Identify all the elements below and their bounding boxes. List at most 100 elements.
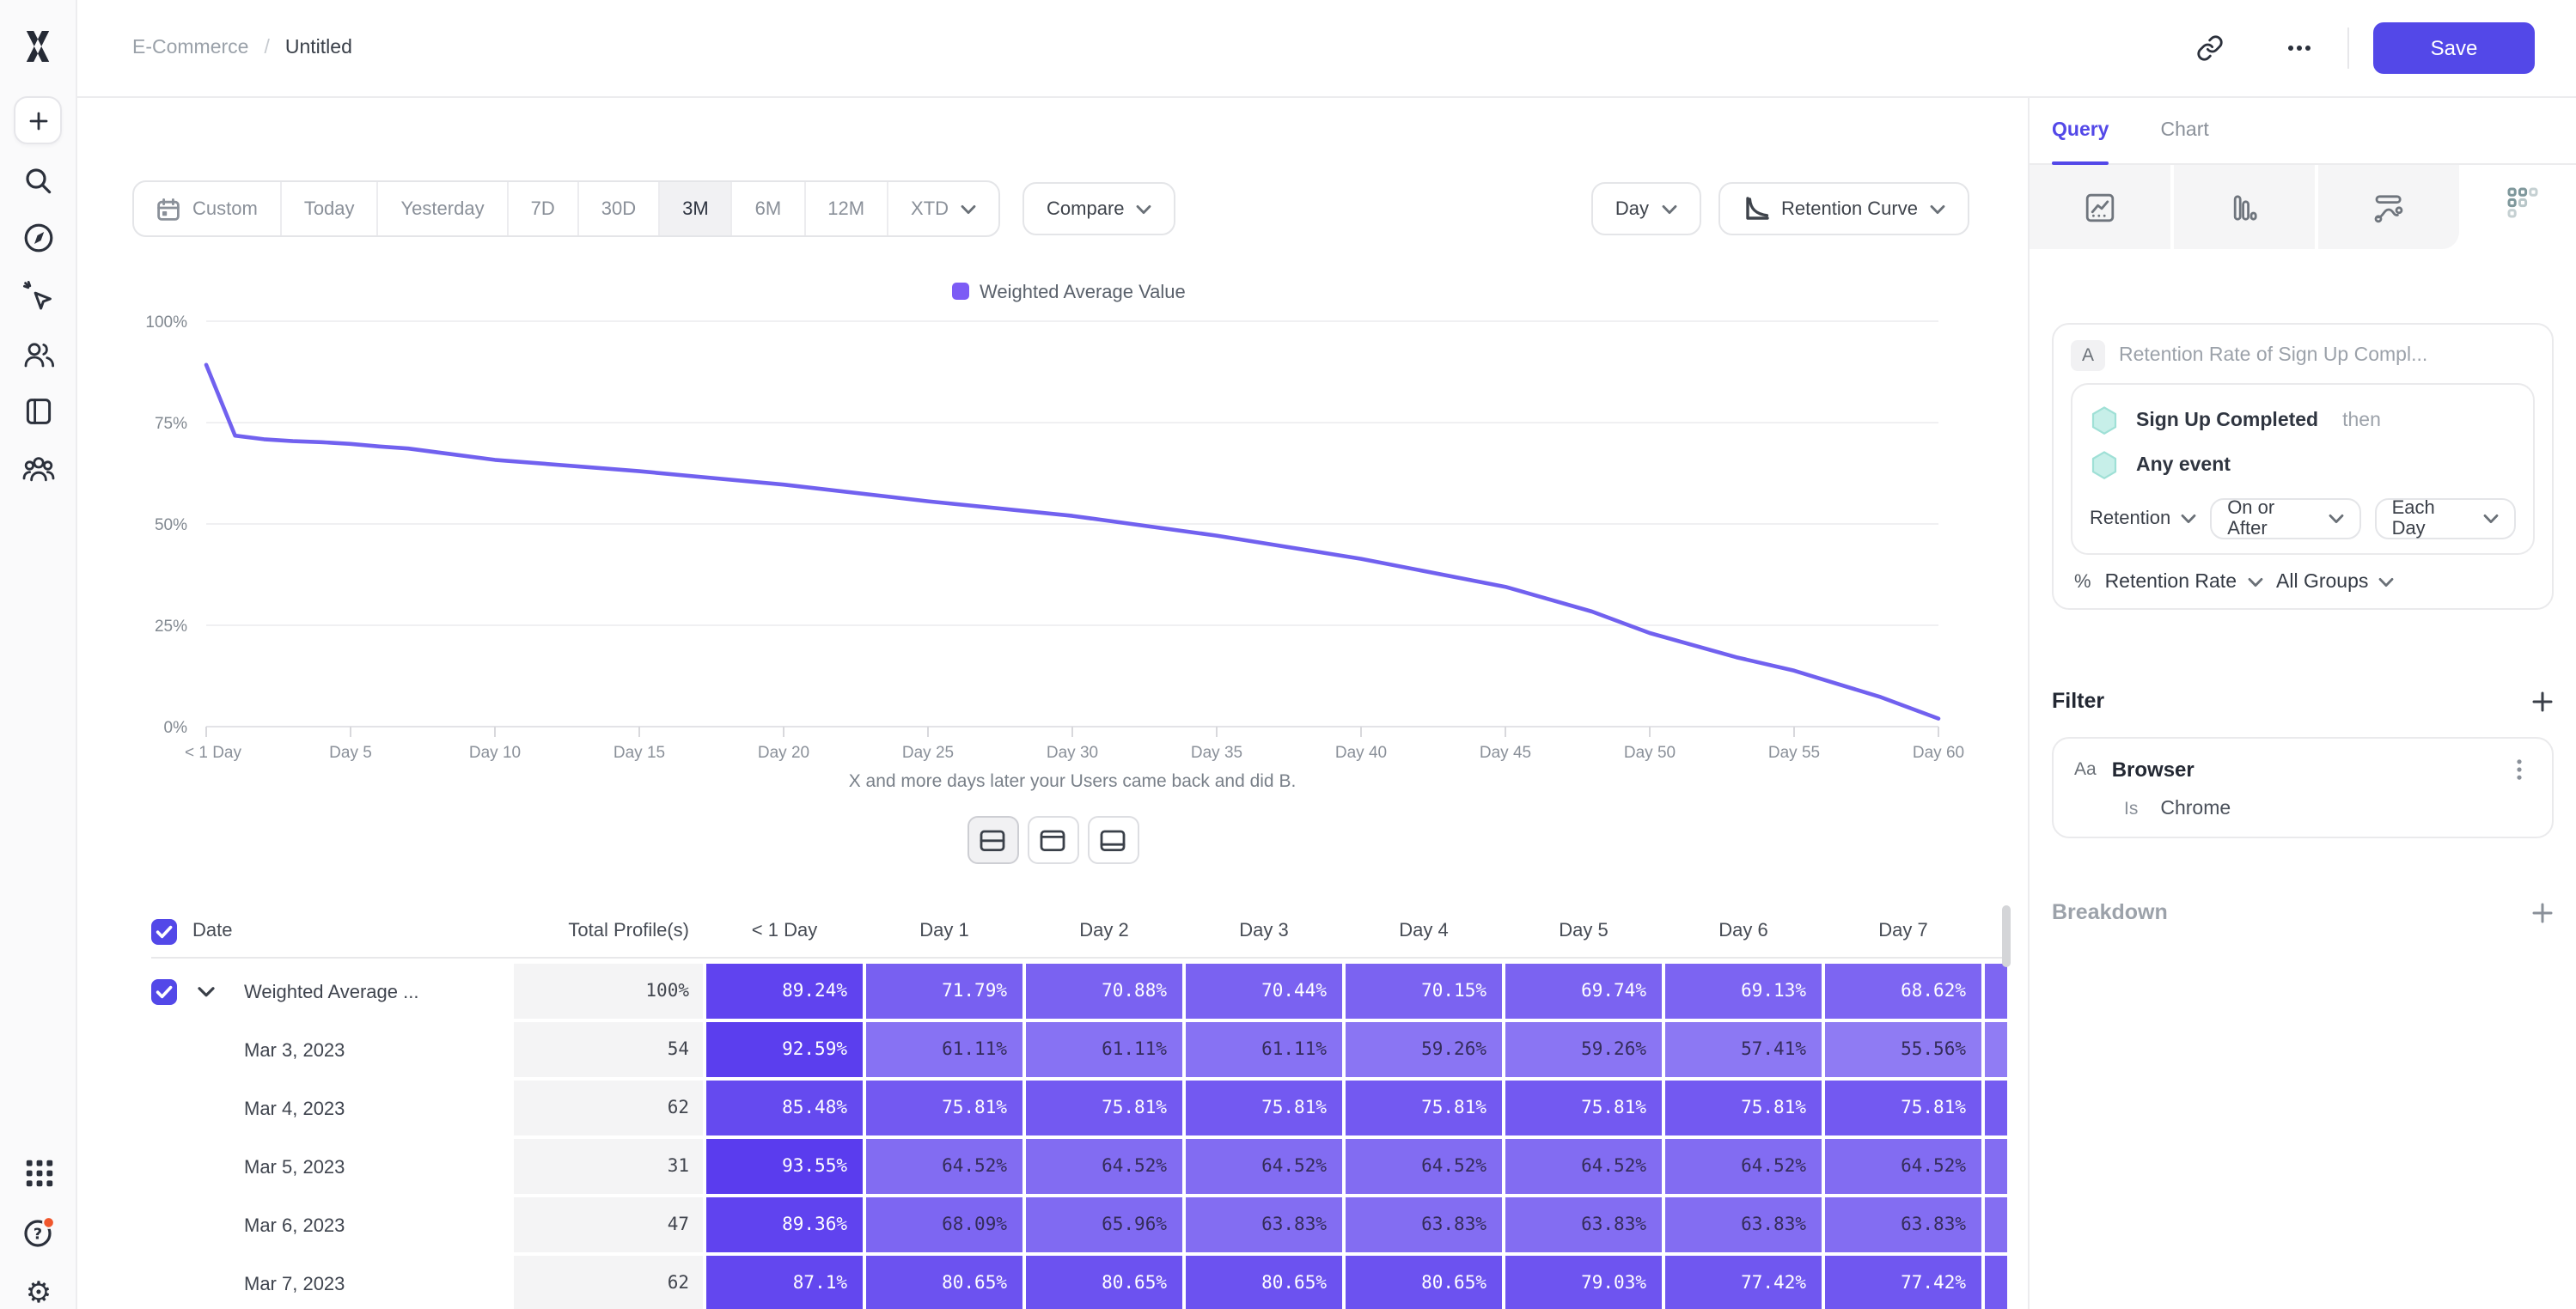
table-scrollbar-thumb[interactable] [2002, 905, 2011, 967]
retention-cell: 80.65% [866, 1256, 1022, 1309]
each-day-dropdown[interactable]: Each Day [2374, 498, 2516, 539]
event-hexagon-icon [2090, 405, 2119, 436]
legend-label[interactable]: Weighted Average Value [980, 281, 1186, 302]
second-event-name[interactable]: Any event [2136, 455, 2231, 476]
toggle-split-horizontal[interactable] [967, 816, 1018, 864]
table-row: Mar 4, 2023 62 85.48% 75.81% 75.81% 75.81% 75.… [151, 1081, 2007, 1135]
sidebar-item-apps-grid[interactable] [22, 1156, 55, 1189]
table-header-day: Day 7 [1825, 921, 1981, 941]
range-xtd[interactable]: XTD [888, 182, 998, 235]
tab-retention-grid[interactable] [2507, 187, 2538, 227]
retention-cell: 80.65% [1346, 1256, 1502, 1309]
line-chart-icon [2083, 190, 2117, 224]
sidebar-item-search[interactable] [22, 165, 55, 198]
retention-table: Date Total Profile(s) < 1 Day Day 1 Day 2 Day… [151, 905, 2007, 1309]
row-controls [151, 1081, 241, 1135]
retention-cell: 75.81% [1665, 1081, 1822, 1135]
tab-chart[interactable]: Chart [2160, 120, 2209, 141]
range-7d[interactable]: 7D [509, 182, 579, 235]
app-logo-icon[interactable] [21, 29, 55, 64]
tab-line-chart[interactable] [2030, 165, 2174, 249]
filter-operator[interactable]: Is [2124, 799, 2139, 819]
new-report-button[interactable] [14, 96, 62, 144]
range-3m[interactable]: 3M [660, 182, 733, 235]
retention-cell: 63.83% [1505, 1197, 1662, 1252]
share-link-button[interactable] [2186, 24, 2234, 72]
granularity-dropdown[interactable]: Day [1590, 182, 1700, 235]
date-cell: Mar 3, 2023 [244, 1034, 510, 1065]
range-today[interactable]: Today [282, 182, 379, 235]
sidebar-item-compass[interactable] [22, 222, 55, 255]
range-custom[interactable]: Custom [134, 182, 282, 235]
table-row: Mar 7, 2023 62 87.1% 80.65% 80.65% 80.65% 80.6… [151, 1256, 2007, 1309]
chevron-down-icon [2378, 577, 2394, 588]
filter-value[interactable]: Chrome [2160, 799, 2231, 819]
sidebar-item-cursor-click[interactable] [22, 280, 55, 313]
range-label: XTD [911, 198, 949, 219]
chart-type-dropdown[interactable]: Retention Curve [1718, 182, 1969, 235]
header-label: Day 1 [919, 921, 969, 941]
retention-line-chart[interactable]: Weighted Average Value 100% 75% 50% 25% 0% < 1… [77, 275, 2028, 807]
header-label: Day 3 [1239, 921, 1289, 941]
sidebar-item-settings[interactable]: ⚙ [25, 1276, 52, 1309]
second-event-row[interactable]: Any event [2090, 443, 2516, 488]
text-type-icon: Aa [2074, 759, 2097, 780]
row-controls [151, 1139, 241, 1194]
tab-flow-chart[interactable] [2318, 165, 2459, 249]
date-cell: Mar 5, 2023 [244, 1151, 510, 1182]
retention-cell: 63.83% [1346, 1197, 1502, 1252]
row-checkbox[interactable] [151, 918, 177, 944]
retention-series-line[interactable] [204, 362, 1941, 721]
header-label: Day 7 [1878, 921, 1928, 941]
filter-card[interactable]: Aa Browser Is Chrome [2052, 737, 2554, 838]
y-axis-tick-label: 100% [145, 314, 187, 332]
tab-query[interactable]: Query [2052, 98, 2110, 165]
retention-cell: 63.83% [1186, 1197, 1342, 1252]
toggle-split-bottom[interactable] [1087, 816, 1138, 864]
sidebar-item-notebook[interactable] [22, 394, 55, 427]
expand-chevron-icon[interactable] [198, 985, 215, 997]
retention-mode-dropdown[interactable]: Retention [2090, 508, 2196, 529]
row-checkbox[interactable] [151, 978, 177, 1004]
range-6m[interactable]: 6M [733, 182, 806, 235]
range-30d[interactable]: 30D [579, 182, 661, 235]
row-date-label: Mar 6, 2023 [244, 1216, 345, 1237]
retention-cell: 65.96% [1026, 1197, 1182, 1252]
add-breakdown-button[interactable] [2531, 901, 2554, 923]
chevron-down-icon [2181, 514, 2196, 524]
first-event-name[interactable]: Sign Up Completed [2136, 411, 2319, 431]
filter-menu-button[interactable] [2507, 756, 2531, 783]
metric-dropdown[interactable]: Retention Rate [2105, 572, 2262, 593]
table-header-day: Day 2 [1026, 921, 1182, 941]
row-controls [151, 1197, 241, 1252]
retention-cell: 89.36% [706, 1197, 863, 1252]
legend-swatch [952, 283, 969, 300]
sidebar-item-user-group[interactable] [22, 452, 55, 484]
chart-type-tab-strip [2030, 165, 2576, 249]
breadcrumb-current[interactable]: Untitled [284, 38, 352, 58]
more-options-button[interactable] [2275, 24, 2323, 72]
groups-dropdown[interactable]: All Groups [2276, 572, 2394, 593]
row-date-label: Weighted Average ... [244, 983, 419, 1003]
sidebar-item-help[interactable]: ? [22, 1216, 55, 1249]
retention-cell: 61.11% [866, 1022, 1022, 1077]
save-button[interactable]: Save [2373, 22, 2535, 74]
sidebar-item-users[interactable] [22, 337, 55, 369]
table-header-total: Total Profile(s) [514, 921, 703, 941]
range-12m[interactable]: 12M [805, 182, 889, 235]
range-label: Today [303, 198, 355, 219]
compare-button[interactable]: Compare [1022, 182, 1176, 235]
on-or-after-dropdown[interactable]: On or After [2210, 498, 2361, 539]
range-yesterday[interactable]: Yesterday [379, 182, 509, 235]
breadcrumb-root[interactable]: E-Commerce [132, 38, 249, 58]
filter-field[interactable]: Browser [2111, 758, 2194, 782]
toggle-split-top[interactable] [1027, 816, 1078, 864]
table-row: Mar 3, 2023 54 92.59% 61.11% 61.11% 61.11% 59.… [151, 1022, 2007, 1077]
query-title[interactable]: Retention Rate of Sign Up Compl... [2119, 345, 2428, 366]
tab-bar-chart[interactable] [2174, 165, 2318, 249]
add-filter-button[interactable] [2531, 690, 2554, 712]
check-icon [155, 983, 174, 999]
first-event-row[interactable]: Sign Up Completed then [2090, 399, 2516, 443]
check-icon [155, 923, 174, 939]
